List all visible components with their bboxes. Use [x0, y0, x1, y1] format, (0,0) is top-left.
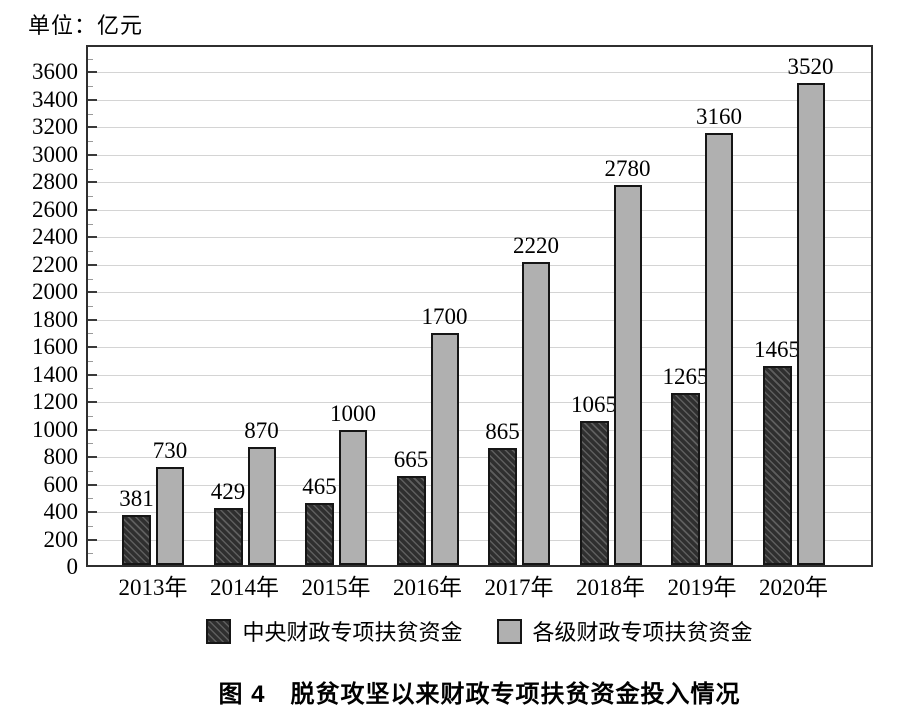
- x-tick-label: 2015年: [301, 575, 371, 600]
- grid-line: [88, 292, 871, 294]
- y-axis-minor-tick: [88, 553, 93, 555]
- unit-label: 单位：亿元: [28, 13, 144, 38]
- grid-line: [88, 127, 871, 129]
- y-tick-label: 3200: [32, 114, 78, 140]
- grid-line: [88, 539, 871, 541]
- y-axis-minor-tick: [88, 251, 93, 253]
- y-tick-label: 2600: [32, 196, 78, 222]
- grid-line: [88, 429, 871, 431]
- y-axis-tick: [88, 71, 97, 74]
- y-axis-tick: [88, 291, 97, 294]
- grid-line: [88, 182, 871, 184]
- x-tick-label: 2019年: [667, 575, 737, 600]
- x-tick-label: 2016年: [393, 575, 462, 600]
- y-axis-tick: [88, 181, 97, 184]
- y-axis-tick: [88, 208, 97, 211]
- y-axis-minor-tick: [88, 113, 93, 115]
- y-axis-tick: [88, 153, 97, 156]
- x-tick-label: 2014年: [210, 575, 279, 600]
- grid-line: [88, 402, 871, 404]
- y-axis-minor-tick: [88, 168, 93, 170]
- grid-line: [88, 99, 871, 101]
- legend-item-all-levels: 各级财政专项扶贫资金: [496, 615, 753, 647]
- legend-label: 各级财政专项扶贫资金: [532, 620, 753, 645]
- y-tick-label: 2800: [32, 169, 78, 195]
- y-tick-label: 400: [43, 499, 79, 525]
- y-tick-label: 1400: [32, 361, 78, 387]
- y-axis-tick: [88, 483, 97, 486]
- y-tick-label: 2400: [32, 224, 78, 250]
- y-axis-minor-tick: [88, 498, 93, 500]
- figure-caption: 图 4 脱贫攻坚以来财政专项扶贫资金投入情况: [218, 681, 741, 708]
- legend-swatch-solid: [496, 618, 522, 644]
- y-axis-tick: [88, 373, 97, 376]
- y-axis-tick: [88, 318, 97, 321]
- y-tick-label: 3600: [32, 59, 78, 85]
- grid-line: [88, 484, 871, 486]
- grid-line: [88, 374, 871, 376]
- grid-line: [88, 457, 871, 459]
- y-axis-minor-tick: [88, 306, 93, 307]
- y-axis-minor-tick: [88, 196, 93, 198]
- y-tick-label: 1000: [32, 416, 78, 442]
- y-axis-minor-tick: [88, 333, 93, 335]
- legend-item-central: 中央财政专项扶贫资金: [206, 615, 463, 647]
- y-axis-minor-tick: [88, 388, 93, 390]
- y-tick-label: 2000: [32, 279, 78, 305]
- grid-line: [88, 347, 871, 349]
- y-axis-tick: [88, 511, 97, 514]
- grid-line: [88, 154, 871, 156]
- y-axis-tick: [88, 401, 97, 404]
- plot-area: [86, 45, 873, 567]
- y-axis-tick: [88, 263, 97, 266]
- y-tick-label: 200: [43, 526, 79, 552]
- legend: 中央财政专项扶贫资金 各级财政专项扶贫资金: [86, 615, 873, 647]
- y-tick-label: 1800: [32, 306, 78, 332]
- y-tick-label: 1600: [32, 334, 78, 360]
- x-tick-label: 2013年: [118, 575, 188, 600]
- y-axis-minor-tick: [88, 470, 93, 472]
- y-tick-label: 2200: [32, 251, 78, 277]
- y-tick-label: 3000: [32, 141, 78, 167]
- y-axis-tick: [88, 456, 97, 459]
- y-axis-minor-tick: [88, 525, 93, 527]
- x-tick-label: 2018年: [576, 575, 645, 600]
- y-tick-label: 1200: [32, 389, 78, 415]
- y-axis-tick: [88, 538, 97, 541]
- y-axis-tick: [88, 346, 97, 349]
- grid-line: [88, 264, 871, 266]
- y-tick-label: 600: [43, 471, 79, 497]
- y-tick-label: 800: [43, 444, 79, 470]
- y-axis-minor-tick: [88, 58, 93, 60]
- grid-line: [88, 319, 871, 321]
- y-axis-minor-tick: [88, 223, 93, 225]
- x-tick-label: 2020年: [759, 575, 828, 600]
- y-axis-tick: [88, 126, 97, 129]
- y-tick-label: 3400: [32, 86, 78, 112]
- y-axis-minor-tick: [88, 141, 93, 143]
- y-axis-minor-tick: [88, 443, 93, 445]
- y-axis-tick: [88, 98, 97, 101]
- y-tick-label: 0: [66, 554, 79, 579]
- y-axis-minor-tick: [88, 278, 93, 280]
- grid-line: [88, 72, 871, 74]
- x-tick-label: 2017年: [484, 575, 554, 600]
- y-axis-minor-tick: [88, 86, 93, 88]
- grid-line: [88, 512, 871, 514]
- grid-line: [88, 209, 871, 211]
- y-axis-minor-tick: [88, 415, 93, 417]
- y-axis-minor-tick: [88, 360, 93, 362]
- y-axis-tick: [88, 236, 97, 239]
- legend-swatch-hatched: [206, 618, 232, 644]
- legend-label: 中央财政专项扶贫资金: [242, 620, 463, 645]
- y-axis-tick: [88, 428, 97, 431]
- grid-line: [88, 237, 871, 239]
